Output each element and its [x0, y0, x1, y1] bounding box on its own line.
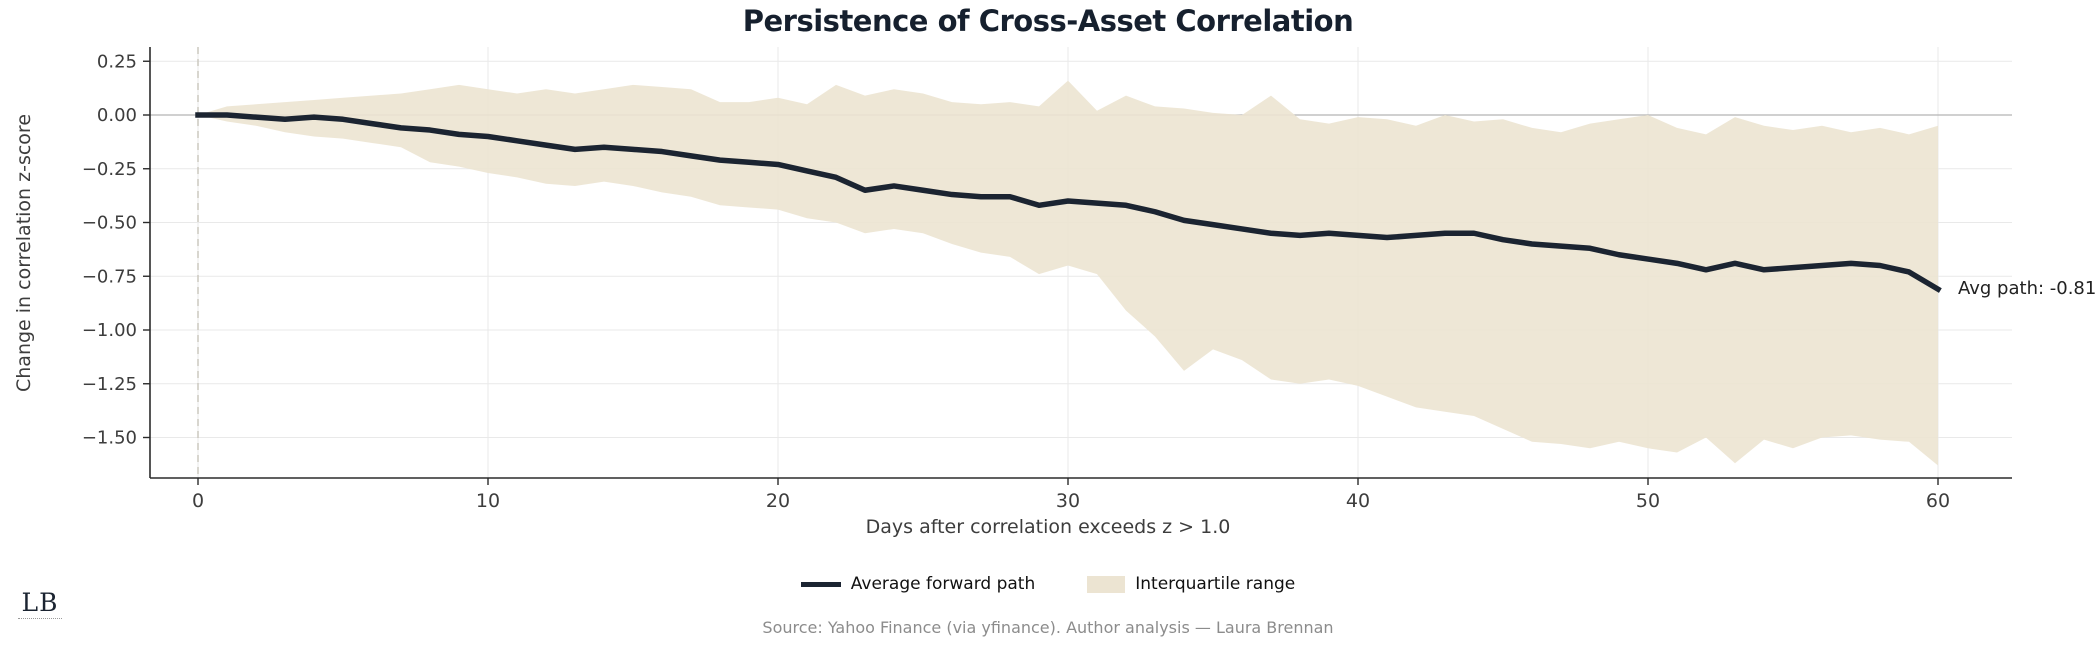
x-axis-label: Days after correlation exceeds z > 1.0 — [865, 516, 1231, 538]
avg-path-annotation: Avg path: -0.81 — [1958, 278, 2096, 299]
average-path-line — [195, 112, 1942, 293]
y-axis-label: Change in correlation z-score — [13, 113, 35, 393]
x-tick-label: 10 — [476, 490, 500, 512]
line-swatch-icon — [800, 581, 841, 587]
y-tick-label: −0.25 — [82, 159, 137, 180]
iqr-band — [198, 80, 1938, 466]
brand-logo-text: LB — [21, 588, 59, 617]
x-tick-label: 40 — [1346, 490, 1370, 512]
x-tick-label: 50 — [1636, 490, 1660, 512]
y-tick-label: 0.00 — [97, 105, 137, 126]
legend-label: Average forward path — [850, 574, 1036, 594]
plot-area: 0.25 0.00 −0.25 −0.50 −0.75 −1.00 −1.25 −1.50 0 1… — [82, 47, 2012, 512]
legend-item-interquartile-range: Interquartile range — [1087, 574, 1295, 594]
source-note: Source: Yahoo Finance (via yfinance). Au… — [762, 618, 1334, 637]
y-tick-label: −1.50 — [82, 428, 137, 449]
chart-title: Persistence of Cross-Asset Correlation — [742, 4, 1354, 38]
brand-logo-rule — [18, 618, 62, 619]
x-tick-label: 30 — [1056, 490, 1080, 512]
y-tick-label: −0.75 — [82, 266, 137, 287]
brand-logo: LB — [16, 590, 64, 619]
x-tick-label: 0 — [192, 490, 204, 512]
legend: Average forward path Interquartile range — [0, 574, 2096, 594]
x-tick-label: 60 — [1926, 490, 1950, 512]
x-tick-label: 20 — [766, 490, 790, 512]
legend-label: Interquartile range — [1135, 574, 1296, 594]
y-tick-label: 0.25 — [97, 51, 137, 72]
y-tick-label: −1.00 — [82, 320, 137, 341]
legend-item-average-forward-path: Average forward path — [800, 574, 1036, 594]
band-swatch-icon — [1087, 575, 1126, 593]
y-tick-label: −0.50 — [82, 213, 137, 234]
y-tick-label: −1.25 — [82, 374, 137, 395]
